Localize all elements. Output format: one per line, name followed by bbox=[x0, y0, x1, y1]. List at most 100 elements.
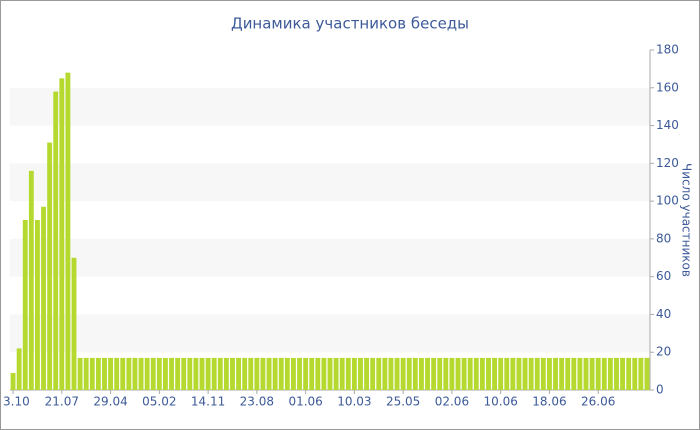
bar bbox=[272, 357, 278, 390]
bar bbox=[156, 357, 162, 390]
x-tick-label: 05.02 bbox=[142, 395, 176, 409]
bar bbox=[449, 357, 455, 390]
x-tick-label: 3.10 bbox=[3, 395, 30, 409]
y-tick-label: 60 bbox=[656, 269, 671, 283]
bar bbox=[382, 357, 388, 390]
bar bbox=[162, 357, 168, 390]
chart-title: Динамика участников беседы bbox=[231, 15, 469, 33]
bar bbox=[169, 357, 174, 390]
bar bbox=[150, 357, 156, 390]
bar bbox=[187, 357, 193, 390]
bar bbox=[443, 357, 449, 390]
bar bbox=[418, 357, 424, 390]
y-tick-label: 20 bbox=[656, 345, 671, 359]
bar bbox=[10, 373, 16, 390]
grid-band bbox=[10, 314, 650, 353]
bar bbox=[327, 357, 333, 390]
bar bbox=[321, 357, 327, 390]
x-tick-label: 25.05 bbox=[386, 395, 420, 409]
bar bbox=[534, 357, 540, 390]
bar bbox=[638, 357, 644, 390]
bar bbox=[400, 357, 406, 390]
bar bbox=[254, 357, 260, 390]
bar bbox=[108, 357, 114, 390]
bar bbox=[370, 357, 376, 390]
bar bbox=[571, 357, 577, 390]
bar bbox=[217, 357, 223, 390]
y-tick-label: 120 bbox=[656, 156, 679, 170]
bar bbox=[473, 357, 479, 390]
bar bbox=[345, 357, 351, 390]
bar bbox=[211, 357, 217, 390]
x-tick-label: 18.06 bbox=[532, 395, 566, 409]
bar bbox=[278, 357, 284, 390]
bar bbox=[333, 357, 339, 390]
bar bbox=[223, 357, 229, 390]
x-tick-label: 10.06 bbox=[483, 395, 517, 409]
bar bbox=[260, 357, 266, 390]
bar bbox=[28, 170, 34, 390]
bar bbox=[425, 357, 430, 390]
bar bbox=[236, 357, 242, 390]
bar bbox=[339, 357, 345, 390]
bar bbox=[388, 357, 394, 390]
bar bbox=[510, 357, 516, 390]
bar bbox=[47, 142, 53, 390]
bar bbox=[95, 357, 101, 390]
bar bbox=[132, 357, 138, 390]
bar bbox=[71, 257, 77, 390]
y-axis-label: Число участников bbox=[680, 163, 694, 277]
x-tick-label: 26.06 bbox=[581, 395, 615, 409]
bar bbox=[102, 357, 107, 390]
bar bbox=[65, 72, 71, 391]
bar bbox=[175, 357, 181, 390]
bar bbox=[193, 357, 199, 390]
bar bbox=[486, 357, 491, 390]
grid-band bbox=[10, 87, 650, 126]
x-tick-label: 02.06 bbox=[435, 395, 469, 409]
x-tick-label: 01.06 bbox=[288, 395, 322, 409]
bar bbox=[412, 357, 418, 390]
bar bbox=[41, 206, 46, 390]
bar bbox=[290, 357, 296, 390]
y-tick-label: 160 bbox=[656, 80, 679, 94]
bar bbox=[309, 357, 315, 390]
grid-band bbox=[10, 238, 650, 277]
bar bbox=[266, 357, 272, 390]
bar bbox=[546, 357, 552, 390]
bar bbox=[620, 357, 626, 390]
bar bbox=[83, 357, 89, 390]
bar bbox=[540, 357, 546, 390]
bar bbox=[297, 357, 302, 390]
bar bbox=[553, 357, 558, 390]
bar bbox=[181, 357, 187, 390]
y-tick-label: 80 bbox=[656, 231, 671, 245]
x-tick-label: 29.04 bbox=[93, 395, 127, 409]
bar bbox=[114, 357, 120, 390]
bar bbox=[248, 357, 254, 390]
bar bbox=[205, 357, 211, 390]
bar bbox=[53, 91, 59, 391]
bar bbox=[126, 357, 132, 390]
bar bbox=[120, 357, 126, 390]
y-tick-label: 140 bbox=[656, 118, 679, 132]
bar bbox=[358, 357, 363, 390]
bar bbox=[467, 357, 473, 390]
bar bbox=[303, 357, 309, 390]
bar bbox=[565, 357, 571, 390]
x-tick-label: 14.11 bbox=[191, 395, 225, 409]
bar bbox=[583, 357, 589, 390]
bar bbox=[559, 357, 565, 390]
x-tick-label: 21.07 bbox=[45, 395, 79, 409]
bar bbox=[34, 220, 40, 390]
bar bbox=[516, 357, 522, 390]
bar bbox=[504, 357, 510, 390]
bar bbox=[351, 357, 357, 390]
bar bbox=[601, 357, 607, 390]
bar bbox=[614, 357, 619, 390]
bar bbox=[431, 357, 437, 390]
y-tick-label: 40 bbox=[656, 307, 671, 321]
bar bbox=[589, 357, 595, 390]
bar bbox=[522, 357, 528, 390]
